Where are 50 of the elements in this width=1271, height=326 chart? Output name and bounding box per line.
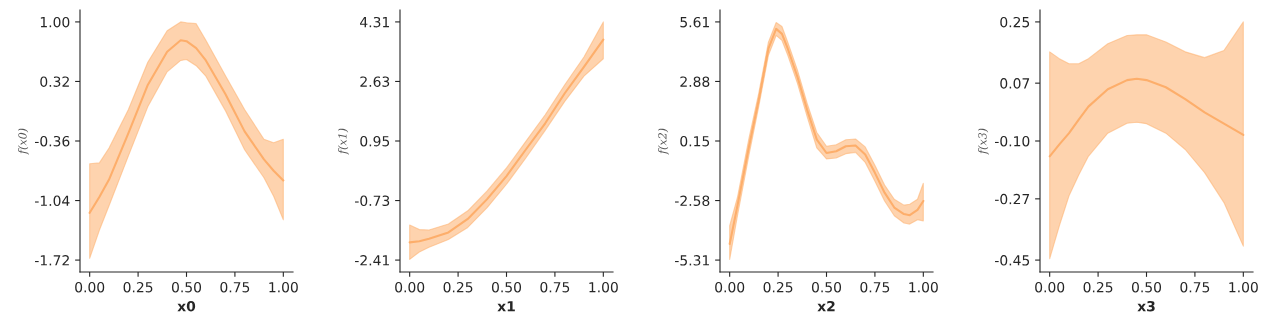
x-tick-label: 0.00 — [75, 281, 105, 293]
y-tick-label: 2.88 — [680, 76, 710, 87]
x-tick-label: 0.75 — [220, 281, 250, 293]
x-tick-label: 0.25 — [1083, 281, 1113, 293]
y-tick-label: 0.25 — [1000, 16, 1030, 28]
line-series — [88, 39, 285, 214]
y-tick-label: -2.58 — [675, 195, 710, 207]
y-tick-label: -0.36 — [35, 135, 70, 147]
x-tick-label: 1.00 — [909, 281, 938, 293]
x-tick-label: 0.75 — [1180, 281, 1210, 293]
x-tick-label: 0.00 — [395, 281, 425, 293]
y-tick-label: 5.61 — [680, 16, 709, 28]
x-tick-label: 0.00 — [1035, 281, 1065, 293]
x-tick-label: 1.00 — [589, 281, 618, 293]
x-tick-label: 1.00 — [269, 281, 298, 293]
x-tick-label: 0.00 — [715, 281, 745, 293]
x-tick-label: 0.25 — [123, 281, 153, 293]
x-axis-title: x0 — [177, 300, 196, 312]
y-tick-label: 0.95 — [360, 135, 390, 147]
y-axis-title: f(x3) — [978, 128, 989, 155]
y-tick-label: -5.31 — [675, 255, 709, 266]
x-axis-title: x1 — [497, 301, 515, 312]
y-axis-title: f(x2) — [658, 128, 669, 155]
x-tick-label: 0.25 — [763, 281, 793, 293]
y-tick-label: -0.45 — [995, 255, 1030, 266]
y-tick-label: -1.04 — [35, 195, 70, 207]
y-tick-label: -1.72 — [35, 255, 69, 266]
y-tick-label: 0.07 — [1000, 78, 1030, 89]
y-tick-label: 0.32 — [40, 76, 69, 87]
y-tick-label: -2.41 — [355, 255, 389, 266]
x-axis-title: x3 — [1137, 300, 1155, 312]
y-tick-label: 1.00 — [40, 16, 70, 28]
x-tick-label: 0.50 — [491, 281, 522, 293]
y-axis-title: f(x1) — [338, 128, 349, 155]
y-tick-label: -0.27 — [995, 193, 1030, 205]
x-tick-label: 1.00 — [1229, 281, 1258, 293]
line-series — [1048, 77, 1245, 158]
x-tick-label: 0.50 — [171, 281, 202, 293]
x-tick-label: 0.75 — [860, 281, 890, 293]
x-tick-label: 0.25 — [443, 281, 473, 293]
x-tick-label: 0.50 — [811, 281, 842, 293]
y-tick-label: -0.10 — [995, 135, 1030, 147]
y-tick-label: 2.63 — [360, 76, 390, 87]
y-tick-label: 0.15 — [680, 135, 710, 147]
y-axis-title: f(x0) — [18, 128, 29, 155]
y-tick-label: 4.31 — [360, 16, 389, 28]
x-tick-label: 0.50 — [1131, 281, 1162, 293]
x-axis-title: x2 — [817, 300, 835, 312]
x-tick-label: 0.75 — [540, 281, 570, 293]
y-tick-label: -0.73 — [355, 195, 390, 207]
